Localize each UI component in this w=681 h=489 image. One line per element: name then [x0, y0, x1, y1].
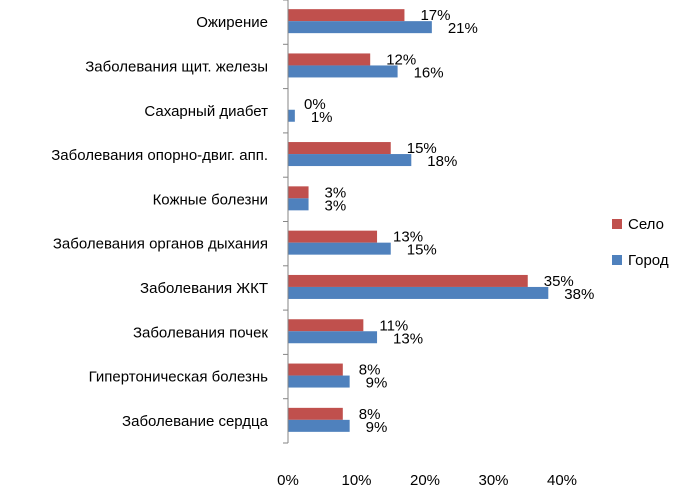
x-tick-label: 40% [547, 472, 577, 489]
legend-label-selo: Село [628, 216, 664, 233]
bar-selo [288, 142, 391, 155]
data-label: 0% [304, 96, 326, 113]
bar-selo [288, 230, 378, 243]
category-label: Заболевания ЖКТ [140, 280, 268, 297]
data-label: 15% [407, 242, 437, 259]
category-label: Заболевания почек [133, 324, 268, 341]
data-label: 3% [325, 197, 347, 214]
bar-gorod [288, 65, 398, 78]
bar-gorod [288, 198, 309, 211]
bar-selo [288, 319, 364, 332]
category-label: Заболевания органов дыхания [53, 236, 268, 253]
category-label: Заболевания опорно-двиг. апп. [51, 147, 268, 164]
bar-gorod [288, 242, 391, 255]
bar-gorod [288, 154, 412, 167]
category-label: Заболевание сердца [122, 413, 269, 430]
plot-area: Ожирение 17%21% Заболевания щит. железы 12%… [51, 0, 594, 489]
bar-gorod [288, 419, 350, 432]
data-label: 8% [359, 362, 381, 379]
data-label: 8% [359, 406, 381, 423]
data-label: 35% [544, 273, 574, 290]
bar-selo [288, 186, 309, 199]
data-label: 16% [414, 64, 444, 81]
data-label: 17% [420, 7, 450, 24]
category-label: Кожные болезни [153, 191, 268, 208]
x-tick-label: 10% [341, 472, 371, 489]
data-label: 38% [564, 286, 594, 303]
bar-gorod [288, 286, 549, 299]
bar-selo [288, 53, 371, 66]
data-label: 3% [325, 184, 347, 201]
data-label: 13% [393, 229, 423, 246]
category-label: Сахарный диабет [144, 103, 268, 120]
category-label: Заболевания щит. железы [85, 58, 268, 75]
bar-selo [288, 9, 405, 22]
bar-gorod [288, 375, 350, 388]
category-label: Ожирение [196, 14, 268, 31]
data-label: 15% [407, 140, 437, 157]
x-tick-label: 20% [410, 472, 440, 489]
x-tick-label: 30% [478, 472, 508, 489]
legend-swatch-gorod [612, 255, 622, 265]
legend: Село Город [612, 216, 669, 269]
bar-gorod [288, 331, 378, 344]
data-label: 12% [386, 51, 416, 68]
data-label: 11% [379, 317, 408, 334]
bar-selo [288, 274, 528, 287]
data-label: 1% [311, 109, 333, 126]
data-label: 9% [366, 375, 388, 392]
data-label: 18% [427, 153, 457, 170]
bar-selo [288, 363, 343, 376]
legend-label-gorod: Город [628, 252, 669, 269]
legend-swatch-selo [612, 219, 622, 229]
bar-gorod [288, 109, 295, 122]
bar-selo [288, 407, 343, 420]
data-label: 21% [448, 20, 478, 37]
category-label: Гипертоническая болезнь [89, 369, 269, 386]
bar-gorod [288, 21, 432, 34]
data-label: 13% [393, 330, 423, 347]
data-label: 9% [366, 419, 388, 436]
x-tick-label: 0% [277, 472, 299, 489]
